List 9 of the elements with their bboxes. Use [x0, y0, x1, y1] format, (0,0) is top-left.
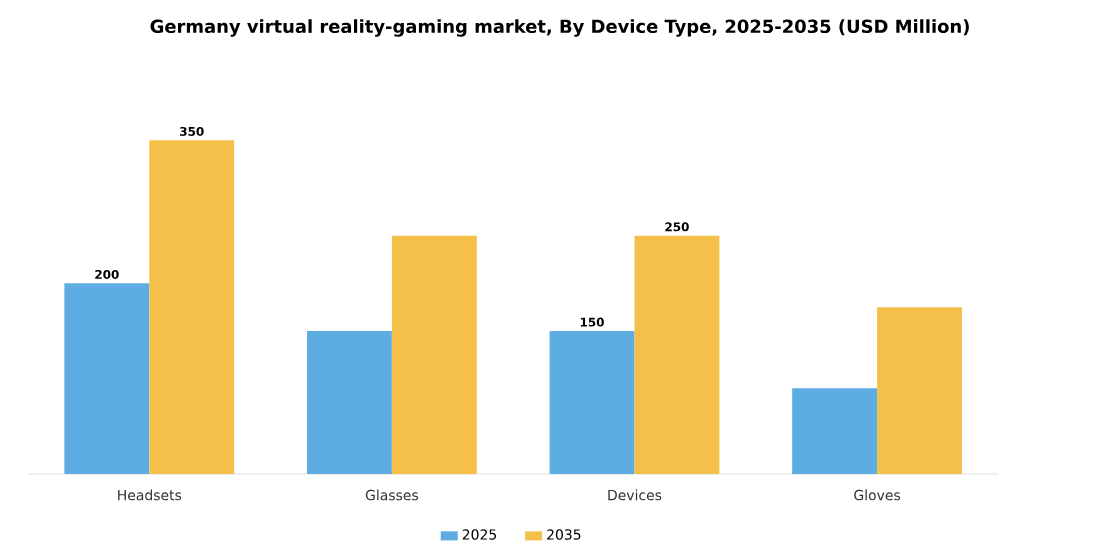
bar: [877, 307, 962, 474]
bar: [149, 140, 235, 474]
chart-title: Germany virtual reality-gaming market, By Device Type, 2025-2035 (USD Million): [150, 19, 969, 37]
bar: [792, 388, 878, 474]
bar: [306, 331, 392, 474]
bar: [549, 331, 635, 474]
bar: [64, 283, 150, 474]
bar: [391, 235, 477, 474]
bar: [634, 235, 720, 474]
